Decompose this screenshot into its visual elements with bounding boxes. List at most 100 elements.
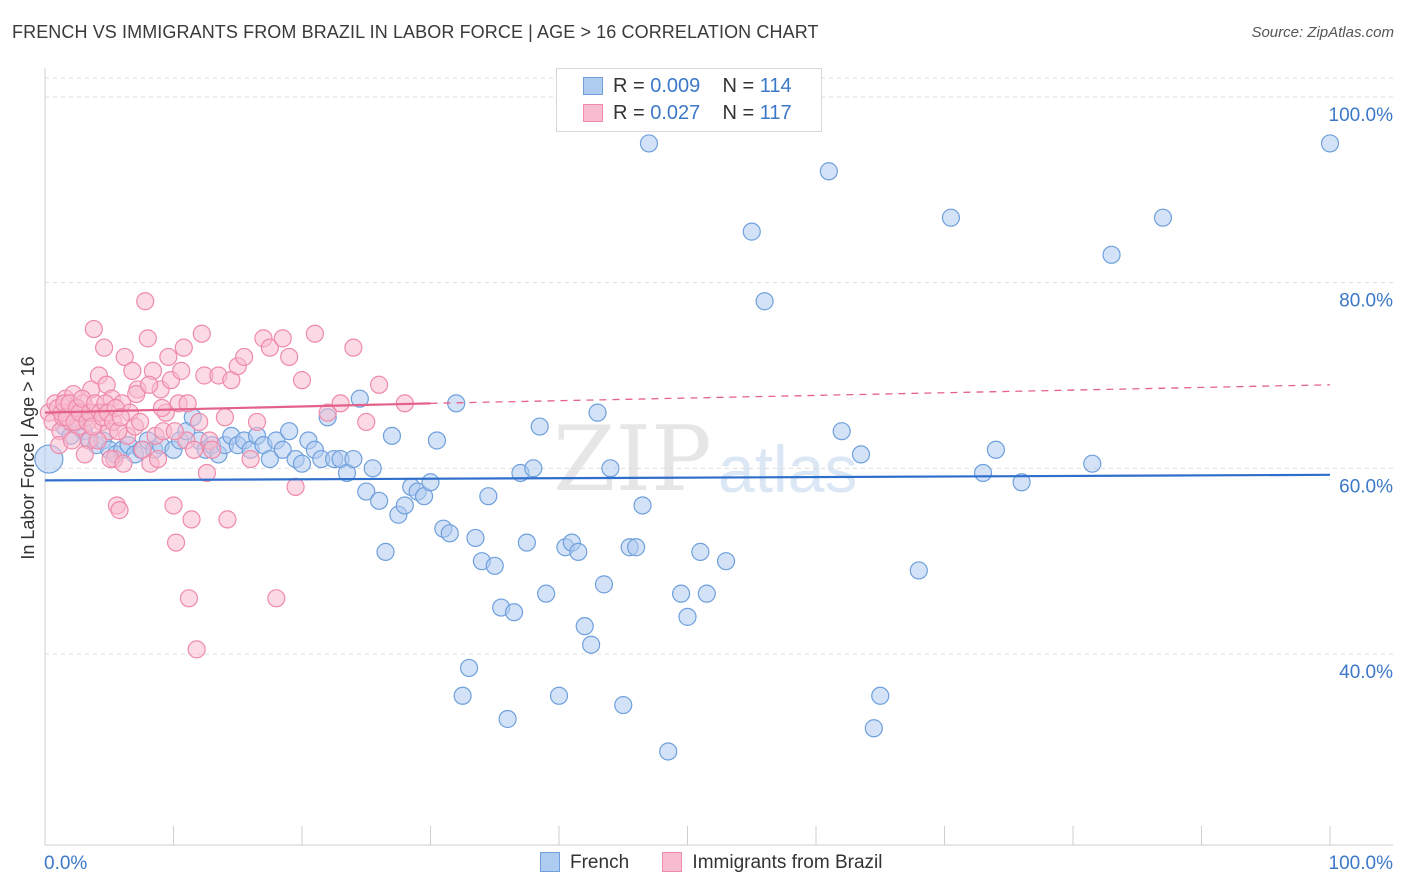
french-point xyxy=(357,482,376,501)
brazil-point xyxy=(111,408,130,427)
french-point xyxy=(626,538,646,557)
y-tick-label-100: 100.0% xyxy=(1329,105,1394,126)
brazil-point xyxy=(114,454,133,473)
brazil-point xyxy=(164,496,183,515)
series-swatch-brazil xyxy=(662,852,683,872)
legend-french-n-label: N = xyxy=(722,75,755,97)
brazil-point xyxy=(84,319,103,339)
brazil-point xyxy=(182,510,201,529)
brazil-point xyxy=(148,449,168,469)
french-point xyxy=(292,454,312,473)
correlation-legend: R = 0.009 N = 114 R = 0.027 N = 117 xyxy=(556,68,822,132)
french-point xyxy=(755,292,774,311)
brazil-point xyxy=(190,412,209,432)
series-label-french: French xyxy=(570,852,630,873)
french-point xyxy=(376,542,395,561)
french-point xyxy=(716,552,736,571)
french-point xyxy=(819,162,838,181)
french-point xyxy=(671,584,691,603)
french-point xyxy=(832,422,851,441)
french-point xyxy=(986,440,1006,459)
french-point xyxy=(370,491,389,510)
french-point xyxy=(350,389,369,408)
french-point xyxy=(395,496,414,515)
y-tick-label-60: 60.0% xyxy=(1339,476,1393,497)
french-point xyxy=(1320,134,1340,153)
brazil-point xyxy=(184,440,204,459)
french-point xyxy=(453,686,472,705)
brazil-point xyxy=(370,375,389,394)
brazil-point xyxy=(273,329,292,348)
brazil-point xyxy=(127,384,146,404)
brazil-point xyxy=(286,477,305,496)
brazil-point xyxy=(110,501,129,520)
french-point xyxy=(697,584,716,603)
french-point xyxy=(344,449,363,469)
legend-row-french: R = 0.009 N = 114 xyxy=(583,75,792,98)
brazil-point xyxy=(172,361,191,380)
legend-swatch-french xyxy=(583,77,603,95)
french-point xyxy=(1153,208,1173,227)
french-point xyxy=(588,403,607,422)
brazil-point xyxy=(136,292,155,311)
french-point xyxy=(941,208,961,227)
legend-brazil-n-value: 117 xyxy=(759,102,792,124)
french-point xyxy=(601,459,620,478)
french-point xyxy=(363,459,382,478)
french-point xyxy=(280,422,299,441)
french-point xyxy=(678,607,697,626)
french-point xyxy=(569,542,588,561)
french-point xyxy=(594,575,614,594)
french-point xyxy=(659,742,678,761)
french-point xyxy=(440,524,459,543)
brazil-point xyxy=(115,347,134,367)
french-point xyxy=(421,473,440,492)
brazil-trend-line-dashed xyxy=(430,384,1331,404)
brazil-point xyxy=(179,589,199,608)
brazil-point xyxy=(241,449,260,469)
french-point xyxy=(1083,454,1102,473)
brazil-point xyxy=(166,533,186,552)
brazil-point xyxy=(267,589,286,608)
french-point xyxy=(639,134,659,153)
french-point xyxy=(614,695,633,715)
brazil-point xyxy=(292,371,312,390)
brazil-point xyxy=(95,338,114,357)
brazil-point xyxy=(202,440,222,459)
french-point xyxy=(742,222,761,241)
french-point xyxy=(973,463,993,483)
brazil-point xyxy=(305,324,324,343)
brazil-point xyxy=(344,338,363,357)
brazil-point xyxy=(174,338,193,357)
brazil-point xyxy=(357,412,376,432)
french-point xyxy=(851,445,871,464)
legend-french-r-label: R = xyxy=(613,75,645,97)
series-label-brazil: Immigrants from Brazil xyxy=(692,852,883,873)
brazil-point xyxy=(152,398,172,418)
french-point xyxy=(633,496,652,515)
y-tick-label-80: 80.0% xyxy=(1339,291,1393,312)
brazil-point xyxy=(75,445,94,464)
series-legend-brazil[interactable]: Immigrants from Brazil xyxy=(662,852,882,874)
watermark-atlas: atlas xyxy=(718,432,857,506)
series-legend: French Immigrants from Brazil xyxy=(540,852,910,874)
brazil-point xyxy=(247,412,267,432)
french-point xyxy=(466,528,485,548)
source-label: Source: ZipAtlas.com xyxy=(1251,24,1394,41)
french-point xyxy=(575,617,594,636)
brazil-point xyxy=(62,431,82,450)
french-point xyxy=(871,686,890,705)
y-axis-label: In Labor Force | Age > 16 xyxy=(18,356,38,559)
brazil-point xyxy=(235,347,254,367)
watermark-zip: ZIP xyxy=(553,407,712,512)
french-point xyxy=(549,686,569,705)
series-legend-french[interactable]: French xyxy=(540,852,629,874)
french-point xyxy=(530,417,549,436)
x-tick-label-max: 100.0% xyxy=(1329,853,1394,874)
brazil-point xyxy=(331,394,350,413)
brazil-point xyxy=(197,463,217,483)
y-tick-label-40: 40.0% xyxy=(1339,662,1393,683)
brazil-point xyxy=(280,347,299,367)
brazil-point xyxy=(159,347,178,367)
